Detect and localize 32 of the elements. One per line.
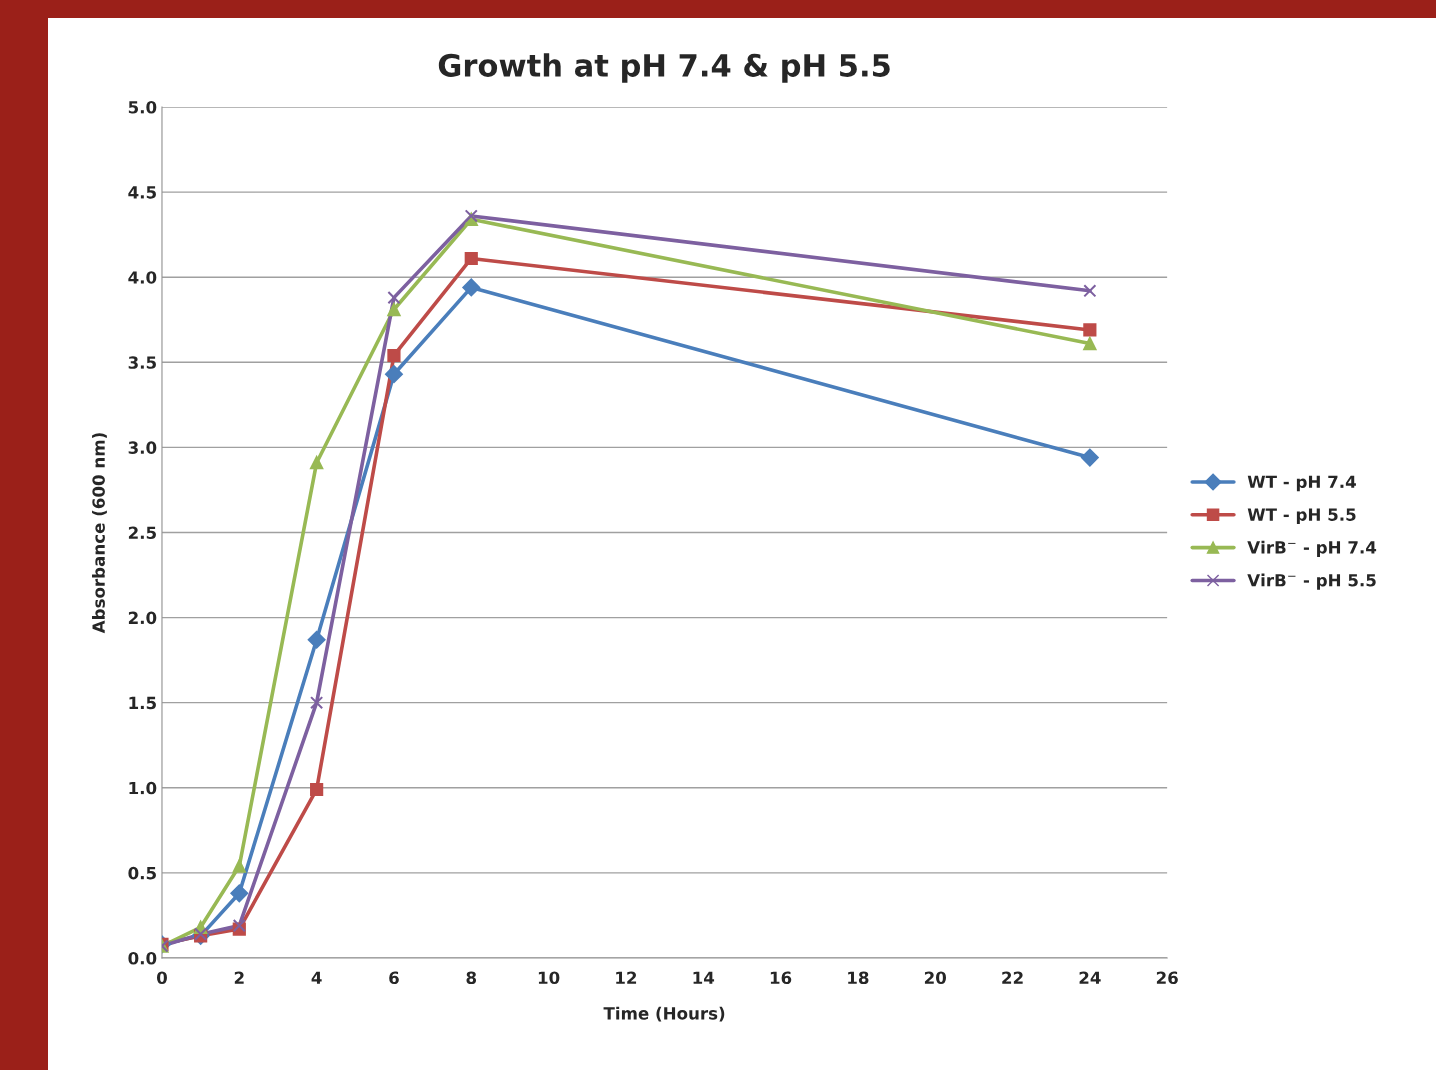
legend-label: WT - pH 5.5 (1247, 508, 1356, 525)
x-tick-label: 6 (389, 971, 399, 985)
legend-label: VirB$^{−}$ - pH 5.5 (1247, 573, 1376, 590)
x-tick-label: 2 (234, 971, 244, 984)
y-tick-label: 3.0 (128, 441, 157, 454)
y-tick-label: 4.5 (128, 186, 156, 199)
x-tick-label: 18 (848, 971, 869, 985)
x-axis-title: Time (Hours) (603, 1006, 725, 1022)
x-tick-label: 26 (1156, 971, 1178, 985)
x-tick-label: 0 (156, 971, 167, 985)
x-tick-label: 4 (311, 971, 322, 984)
x-tick-label: 22 (1002, 971, 1023, 984)
x-tick-label: 10 (538, 971, 560, 985)
y-tick-label: 0.0 (128, 951, 157, 965)
y-tick-label: 1.0 (129, 781, 157, 795)
legend-label: VirB$^{−}$ - pH 7.4 (1247, 540, 1377, 557)
y-tick-label: 4.0 (128, 271, 157, 284)
legend-label: WT - pH 7.4 (1247, 475, 1356, 492)
chart-title: Growth at pH 7.4 & pH 5.5 (438, 53, 890, 83)
y-tick-label: 1.5 (129, 696, 156, 710)
x-tick-label: 24 (1079, 971, 1101, 984)
x-tick-label: 12 (616, 971, 637, 984)
y-tick-label: 2.0 (128, 611, 157, 625)
x-tick-label: 20 (924, 971, 947, 985)
y-tick-label: 3.5 (128, 356, 156, 369)
y-axis-title: Absorbance (600 nm) (92, 433, 107, 634)
x-tick-label: 14 (693, 971, 715, 984)
x-tick-label: 8 (466, 971, 477, 985)
y-tick-label: 5.0 (128, 100, 157, 114)
x-tick-label: 16 (770, 971, 792, 985)
y-tick-label: 0.5 (128, 866, 156, 880)
y-tick-label: 2.5 (128, 526, 156, 540)
